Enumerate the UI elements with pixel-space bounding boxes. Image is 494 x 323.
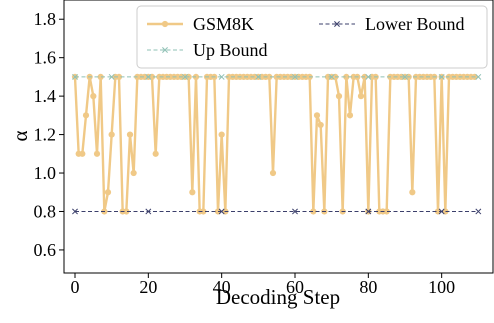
x-axis-label: Decoding Step — [216, 285, 340, 309]
data-point-gsm8k — [383, 208, 390, 215]
data-point-gsm8k — [123, 208, 130, 215]
data-point-up-bound — [438, 73, 445, 80]
data-point-gsm8k — [269, 169, 277, 177]
data-point-up-bound — [145, 73, 152, 80]
data-point-gsm8k — [130, 169, 137, 177]
data-point-gsm8k — [104, 189, 112, 196]
legend-entry-up-bound: Up Bound — [147, 40, 268, 60]
data-point-gsm8k — [310, 208, 317, 215]
data-point-up-bound — [218, 73, 225, 80]
data-point-gsm8k — [266, 73, 273, 81]
data-point-gsm8k — [189, 189, 196, 196]
data-point-gsm8k — [126, 131, 134, 138]
x-tick-label: 60 — [286, 277, 304, 297]
data-point-lower-bound — [218, 208, 225, 215]
data-point-up-bound — [328, 73, 335, 80]
data-point-gsm8k — [343, 73, 350, 81]
legend-label: GSM8K — [193, 14, 254, 34]
data-point-up-bound — [108, 73, 115, 80]
data-point-gsm8k — [346, 112, 354, 119]
y-tick-label: 0.6 — [34, 240, 57, 260]
data-point-gsm8k — [218, 131, 225, 138]
plot-frame — [63, 0, 494, 274]
y-tick-label: 1.0 — [34, 163, 57, 183]
data-point-up-bound — [475, 73, 482, 80]
y-tick-label: 1.6 — [34, 48, 57, 68]
data-point-gsm8k — [108, 131, 115, 138]
legend-entry-gsm8k: GSM8K — [147, 14, 254, 34]
data-point-up-bound — [292, 73, 298, 80]
x-tick-label: 0 — [71, 277, 80, 297]
legend-label: Lower Bound — [365, 14, 464, 34]
data-point-gsm8k — [82, 112, 90, 119]
data-point-gsm8k — [409, 189, 416, 196]
y-tick-label: 1.2 — [34, 125, 57, 145]
data-point-gsm8k — [93, 150, 101, 157]
legend-marker — [334, 21, 340, 27]
data-point-lower-bound — [72, 208, 78, 215]
data-point-gsm8k — [335, 93, 343, 100]
y-axis: 0.6 0.8 1.0 1.2 1.4 1.6 1.8 — [34, 9, 64, 260]
data-point-gsm8k — [357, 93, 365, 100]
data-point-gsm8k — [115, 73, 123, 81]
data-point-gsm8k — [90, 93, 97, 100]
x-tick-label: 40 — [213, 277, 231, 297]
data-point-up-bound — [255, 73, 262, 80]
data-point-gsm8k — [200, 208, 207, 215]
data-point-gsm8k — [152, 150, 159, 157]
data-point-up-bound — [182, 73, 188, 80]
data-point-up-bound — [365, 73, 372, 80]
data-point-lower-bound — [438, 208, 445, 215]
y-tick-label: 1.8 — [34, 9, 57, 29]
y-axis-label: α — [8, 130, 32, 141]
y-tick-label: 1.4 — [34, 86, 57, 106]
series-layer — [71, 73, 482, 215]
legend: GSM8K Lower Bound Up Bound — [136, 5, 488, 69]
data-point-gsm8k — [79, 150, 86, 157]
y-tick-label: 0.8 — [34, 201, 57, 221]
x-tick-label: 20 — [139, 277, 157, 297]
legend-label: Up Bound — [193, 40, 268, 60]
x-tick-label: 100 — [428, 277, 455, 297]
data-point-gsm8k — [97, 73, 104, 81]
x-axis: 0 20 40 60 80 100 — [71, 273, 455, 297]
data-point-lower-bound — [145, 208, 152, 215]
data-point-lower-bound — [292, 208, 298, 215]
x-tick-label: 80 — [359, 277, 377, 297]
data-point-gsm8k — [317, 121, 324, 129]
data-point-up-bound — [72, 73, 78, 80]
legend-entry-lower-bound: Lower Bound — [319, 14, 464, 34]
legend-box — [136, 5, 488, 69]
data-point-lower-bound — [365, 208, 372, 215]
data-point-lower-bound — [475, 208, 482, 215]
data-point-up-bound — [402, 73, 408, 80]
legend-marker — [162, 47, 168, 53]
data-point-gsm8k — [313, 112, 321, 119]
legend-marker — [161, 20, 169, 28]
